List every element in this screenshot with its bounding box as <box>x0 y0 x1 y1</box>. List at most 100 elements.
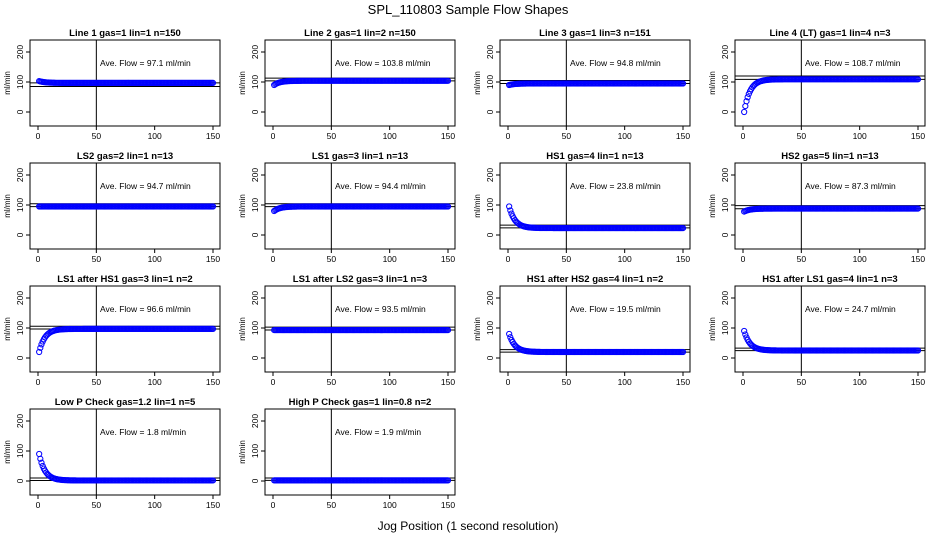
x-tick-label: 100 <box>383 254 397 264</box>
data-point <box>743 98 750 105</box>
x-tick-label: 50 <box>92 500 102 510</box>
data-point <box>744 94 751 101</box>
x-tick-label: 150 <box>911 254 925 264</box>
panel-title: HS2 gas=5 lin=1 n=13 <box>781 151 878 162</box>
plot-frame <box>29 408 221 496</box>
y-axis-label: ml/min <box>473 317 482 341</box>
x-tick-label: 50 <box>562 131 572 141</box>
panel-title: Line 1 gas=1 lin=1 n=150 <box>69 28 181 39</box>
x-tick-label: 150 <box>441 500 455 510</box>
panel-1: Line 1 gas=1 lin=1 n=150 0 50 100 150 0 100 200… <box>3 28 221 141</box>
y-axis-label: ml/min <box>708 194 717 218</box>
panel-title: Line 2 gas=1 lin=2 n=150 <box>304 28 416 39</box>
data-point <box>506 330 513 338</box>
average-flow-annotation: Ave. Flow = 96.6 ml/min <box>100 304 191 314</box>
panel-4: Line 4 (LT) gas=1 lin=4 n=3 0 50 100 150 0 100… <box>708 28 926 141</box>
y-tick-label: 0 <box>720 109 730 114</box>
plot-frame <box>29 162 221 250</box>
panel-title: HS1 after LS1 gas=4 lin=1 n=3 <box>762 274 897 285</box>
x-tick-label: 0 <box>36 131 41 141</box>
data-point <box>741 108 748 116</box>
panel-title: Line 4 (LT) gas=1 lin=4 n=3 <box>770 28 891 39</box>
panel-5: LS2 gas=2 lin=1 n=13 0 50 100 150 0 100 200 ml/m… <box>3 151 221 264</box>
y-tick-label: 0 <box>250 232 260 237</box>
data-point <box>37 455 44 462</box>
y-tick-label: 100 <box>485 198 495 212</box>
y-axis-label: ml/min <box>238 71 247 95</box>
y-tick-label: 100 <box>15 198 25 212</box>
y-axis-label: ml/min <box>473 71 482 95</box>
panel-11: HS1 after HS2 gas=4 lin=1 n=2 0 50 100 150 0 1… <box>473 274 691 387</box>
x-tick-label: 100 <box>618 254 632 264</box>
x-tick-label: 0 <box>36 377 41 387</box>
y-axis-label: ml/min <box>3 440 12 464</box>
data-point <box>209 477 217 484</box>
data-point <box>444 477 452 484</box>
x-tick-label: 100 <box>148 254 162 264</box>
y-tick-label: 0 <box>250 355 260 360</box>
panel-12: HS1 after LS1 gas=4 lin=1 n=3 0 50 100 150 0 1… <box>708 274 926 387</box>
plot-frame <box>264 162 456 250</box>
x-tick-label: 150 <box>676 254 690 264</box>
y-tick-label: 100 <box>15 75 25 89</box>
panel-title: LS1 gas=3 lin=1 n=13 <box>312 151 408 162</box>
average-flow-annotation: Ave. Flow = 94.8 ml/min <box>570 58 661 68</box>
x-tick-label: 0 <box>271 500 276 510</box>
x-tick-label: 100 <box>383 500 397 510</box>
panel-title: LS1 after HS1 gas=3 lin=1 n=2 <box>57 274 192 285</box>
x-tick-label: 150 <box>441 131 455 141</box>
x-tick-label: 0 <box>741 254 746 264</box>
y-tick-label: 200 <box>485 168 495 182</box>
x-tick-label: 150 <box>911 131 925 141</box>
y-tick-label: 100 <box>250 198 260 212</box>
y-axis-label: ml/min <box>238 440 247 464</box>
y-tick-label: 200 <box>720 45 730 59</box>
x-tick-label: 0 <box>506 131 511 141</box>
panel-title: High P Check gas=1 lin=0.8 n=2 <box>289 397 432 408</box>
data-point <box>507 207 514 214</box>
x-tick-label: 100 <box>853 254 867 264</box>
y-axis-label: ml/min <box>473 194 482 218</box>
plot-frame <box>499 285 691 373</box>
y-tick-label: 100 <box>485 75 495 89</box>
average-flow-annotation: Ave. Flow = 103.8 ml/min <box>335 58 431 68</box>
x-tick-label: 0 <box>36 254 41 264</box>
y-tick-label: 200 <box>720 168 730 182</box>
y-tick-label: 200 <box>15 291 25 305</box>
y-axis-label: ml/min <box>3 194 12 218</box>
data-point <box>36 348 43 356</box>
x-tick-label: 100 <box>853 377 867 387</box>
data-point <box>679 348 687 356</box>
x-tick-label: 150 <box>676 131 690 141</box>
data-point <box>914 76 922 83</box>
data-point <box>679 225 687 232</box>
y-tick-label: 100 <box>250 444 260 458</box>
y-tick-label: 0 <box>15 355 25 360</box>
plot-frame <box>264 39 456 127</box>
data-point <box>209 79 217 87</box>
x-tick-label: 0 <box>506 377 511 387</box>
data-point <box>38 341 45 348</box>
data-point <box>679 80 687 87</box>
data-point <box>444 327 452 334</box>
x-tick-label: 50 <box>562 254 572 264</box>
figure-x-label: Jog Position (1 second resolution) <box>377 519 559 533</box>
y-tick-label: 0 <box>485 355 495 360</box>
y-axis-label: ml/min <box>708 71 717 95</box>
data-point <box>444 77 452 84</box>
y-tick-label: 0 <box>720 355 730 360</box>
data-point <box>37 344 44 351</box>
x-tick-label: 100 <box>853 131 867 141</box>
figure-title: SPL_110803 Sample Flow Shapes <box>367 2 569 17</box>
plot-frame <box>734 39 926 127</box>
average-flow-annotation: Ave. Flow = 93.5 ml/min <box>335 304 426 314</box>
average-flow-annotation: Ave. Flow = 24.7 ml/min <box>805 304 896 314</box>
x-tick-label: 50 <box>327 500 337 510</box>
plot-frame <box>499 162 691 250</box>
y-tick-label: 200 <box>485 45 495 59</box>
x-tick-label: 50 <box>797 377 807 387</box>
y-tick-label: 100 <box>250 321 260 335</box>
y-axis-label: ml/min <box>238 194 247 218</box>
x-tick-label: 0 <box>271 131 276 141</box>
